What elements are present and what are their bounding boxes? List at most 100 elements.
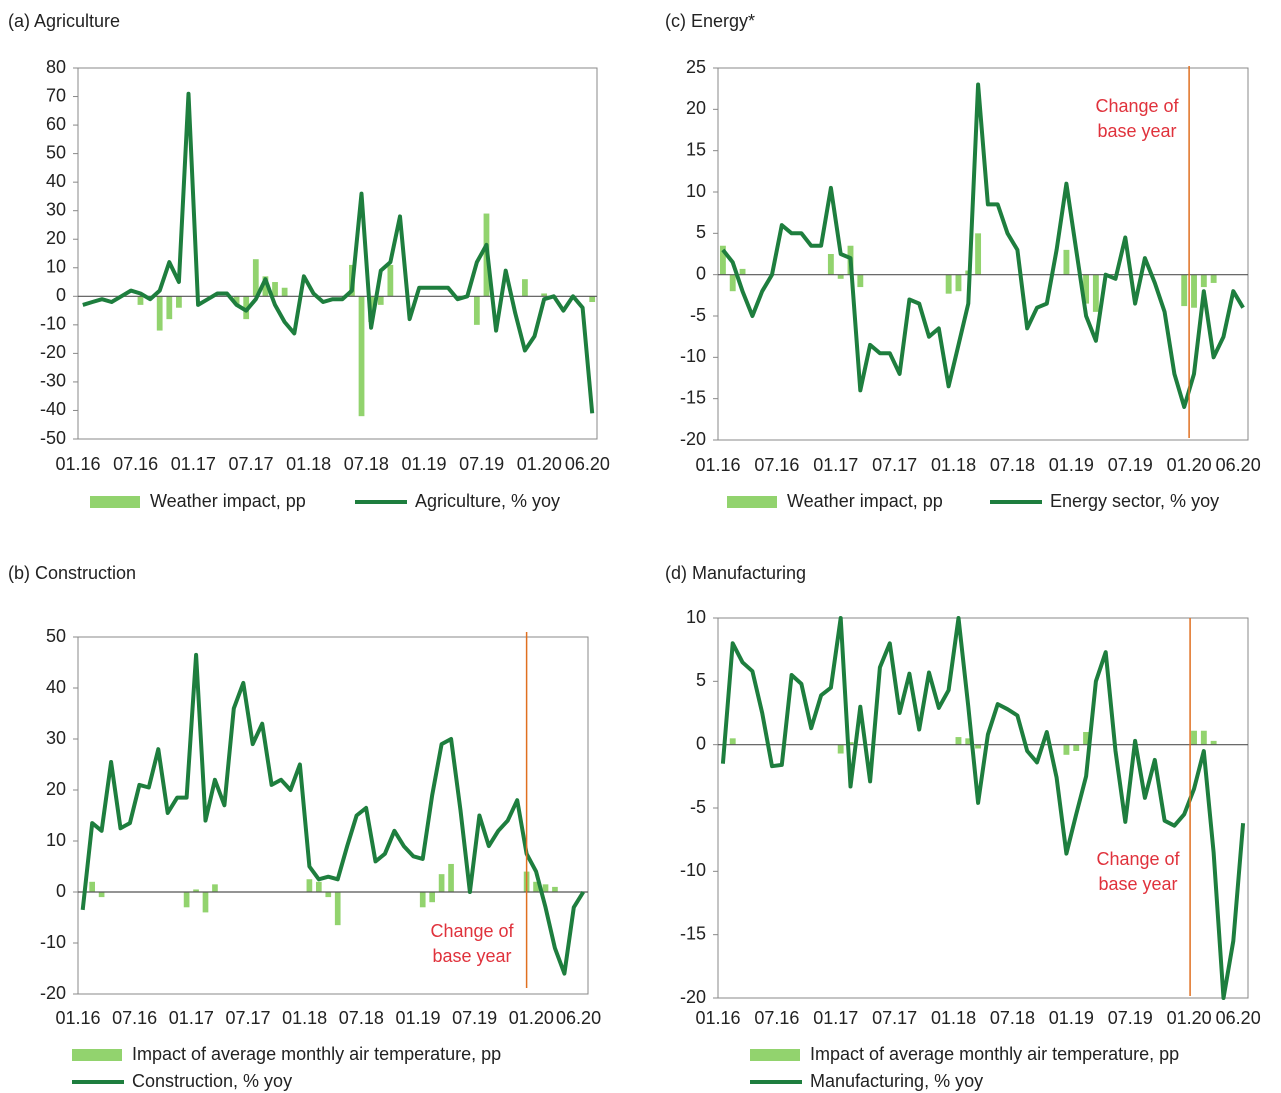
annotation: base year	[1097, 121, 1176, 141]
bar	[281, 287, 288, 297]
annotation: Change of	[1095, 96, 1179, 116]
bar	[955, 274, 962, 292]
line-series	[80, 652, 585, 976]
x-tick-label: 01.16	[695, 1008, 740, 1028]
bar	[387, 264, 394, 297]
plot-frame	[77, 67, 598, 440]
x-tick-label: 01.19	[1049, 455, 1094, 475]
annotation: base year	[432, 946, 511, 966]
bar	[719, 245, 726, 275]
plot-frame	[717, 617, 1249, 999]
x-tick-label: 07.16	[112, 1008, 157, 1028]
y-tick-label: 40	[46, 171, 66, 191]
bar	[1210, 740, 1217, 745]
x-tick-label: 01.19	[1049, 1008, 1094, 1028]
bar	[429, 892, 435, 903]
y-tick-label: 5	[696, 670, 706, 690]
plot-frame	[77, 636, 589, 995]
bar	[1210, 274, 1217, 283]
bar	[975, 744, 982, 749]
bar	[955, 737, 962, 745]
legend-label: Impact of average monthly air temperatur…	[810, 1044, 1179, 1064]
x-tick-label: 07.16	[113, 454, 158, 474]
line-series	[82, 91, 595, 414]
y-tick-label: 50	[46, 626, 66, 646]
bar	[965, 738, 972, 745]
bar	[552, 886, 558, 892]
y-tick-label: 10	[686, 181, 706, 201]
x-tick-label: 01.17	[813, 1008, 858, 1028]
bar	[542, 884, 549, 892]
x-tick-label: 07.17	[872, 1008, 917, 1028]
x-tick-label: 06.20	[1216, 1008, 1261, 1028]
x-tick-label: 01.16	[55, 1008, 100, 1028]
legend-label: Construction, % yoy	[132, 1071, 292, 1091]
y-tick-label: 0	[56, 881, 66, 901]
x-tick-label: 06.20	[556, 1008, 601, 1028]
y-tick-label: -15	[680, 387, 706, 407]
bar	[1073, 744, 1080, 751]
x-tick-label: 01.20	[509, 1008, 554, 1028]
bar	[252, 259, 259, 297]
y-tick-label: -10	[40, 314, 66, 334]
legend-swatch	[727, 496, 777, 508]
y-tick-label: -20	[40, 983, 66, 1003]
bar	[448, 863, 454, 892]
bar	[306, 879, 313, 892]
y-tick-label: -5	[690, 797, 706, 817]
bar	[1200, 274, 1207, 288]
bar	[377, 296, 384, 305]
bar	[729, 274, 736, 292]
legend-label: Energy sector, % yoy	[1050, 491, 1219, 511]
bar	[1181, 274, 1188, 307]
bar	[358, 296, 365, 417]
x-tick-label: 07.17	[872, 455, 917, 475]
x-tick-label: 07.18	[990, 1008, 1035, 1028]
bar	[202, 892, 209, 913]
bar	[193, 889, 199, 892]
bar	[212, 884, 218, 892]
bar	[589, 296, 596, 303]
bar	[262, 276, 269, 297]
annotation: Change of	[430, 921, 514, 941]
legend-label: Impact of average monthly air temperatur…	[132, 1044, 501, 1064]
x-tick-label: 01.18	[931, 455, 976, 475]
bar	[1083, 274, 1089, 304]
y-tick-label: 10	[686, 607, 706, 627]
x-tick-label: 06.20	[565, 454, 610, 474]
bar	[945, 274, 952, 294]
y-tick-label: -20	[680, 429, 706, 449]
x-tick-label: 07.19	[452, 1008, 497, 1028]
bar	[1063, 744, 1070, 755]
x-tick-label: 01.16	[55, 454, 100, 474]
panel-title: (d) Manufacturing	[665, 563, 806, 583]
y-tick-label: 0	[56, 285, 66, 305]
bar	[98, 892, 105, 898]
x-tick-label: 07.19	[1108, 1008, 1153, 1028]
legend-swatch	[90, 496, 140, 508]
bar	[156, 296, 163, 331]
x-tick-label: 01.20	[1167, 1008, 1212, 1028]
line-series	[720, 616, 1246, 1000]
plot-frame	[717, 67, 1249, 441]
bar	[837, 274, 844, 279]
bar	[316, 881, 322, 892]
y-tick-label: 80	[46, 57, 66, 77]
y-tick-label: 30	[46, 199, 66, 219]
legend-label: Agriculture, % yoy	[415, 491, 560, 511]
bar	[522, 279, 528, 297]
panel-title: (a) Agriculture	[8, 11, 120, 31]
bar	[166, 296, 173, 320]
bar	[533, 881, 539, 892]
x-tick-label: 07.19	[459, 454, 504, 474]
y-tick-label: 10	[46, 257, 66, 277]
bar	[1063, 249, 1070, 275]
x-tick-label: 07.17	[225, 1008, 270, 1028]
y-tick-label: 15	[686, 139, 706, 159]
y-tick-label: -20	[680, 987, 706, 1007]
bar	[729, 738, 736, 745]
bar	[183, 892, 190, 908]
x-tick-label: 01.17	[171, 454, 216, 474]
x-tick-label: 01.17	[813, 455, 858, 475]
